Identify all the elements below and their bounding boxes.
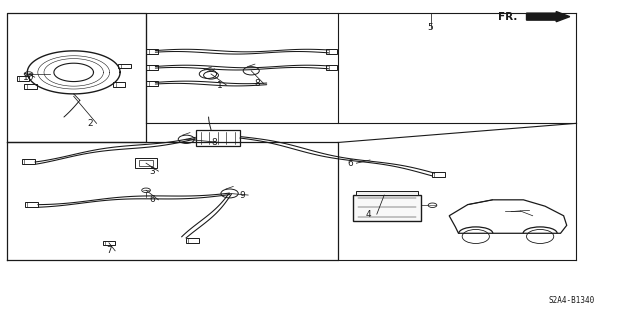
Text: S2A4-B1340: S2A4-B1340: [548, 296, 595, 305]
Text: 8: 8: [255, 79, 260, 88]
Bar: [185, 238, 199, 243]
Text: 6: 6: [347, 159, 353, 168]
Bar: [356, 191, 419, 195]
Bar: [135, 158, 157, 168]
Text: 1: 1: [218, 81, 223, 90]
Bar: [22, 159, 35, 164]
Bar: [25, 202, 38, 207]
Bar: [353, 195, 422, 220]
Bar: [326, 65, 337, 70]
Bar: [103, 241, 115, 245]
Text: 6: 6: [149, 195, 155, 204]
Text: 8: 8: [211, 138, 217, 147]
Text: 7: 7: [106, 246, 112, 255]
FancyArrow shape: [526, 12, 570, 22]
Bar: [326, 50, 337, 54]
Text: 4: 4: [366, 210, 371, 219]
Bar: [146, 49, 159, 54]
Text: 3: 3: [149, 167, 155, 176]
Bar: [146, 81, 159, 86]
Text: 5: 5: [428, 23, 433, 32]
Bar: [432, 172, 446, 177]
Bar: [146, 65, 159, 70]
Bar: [118, 64, 131, 68]
Bar: [17, 76, 29, 81]
Text: 2: 2: [87, 119, 93, 128]
Bar: [113, 82, 125, 87]
Text: 10: 10: [23, 73, 34, 82]
Text: 9: 9: [239, 190, 245, 200]
Bar: [195, 130, 240, 146]
Bar: [24, 84, 37, 89]
Text: FR.: FR.: [498, 12, 517, 22]
Bar: [140, 160, 153, 166]
